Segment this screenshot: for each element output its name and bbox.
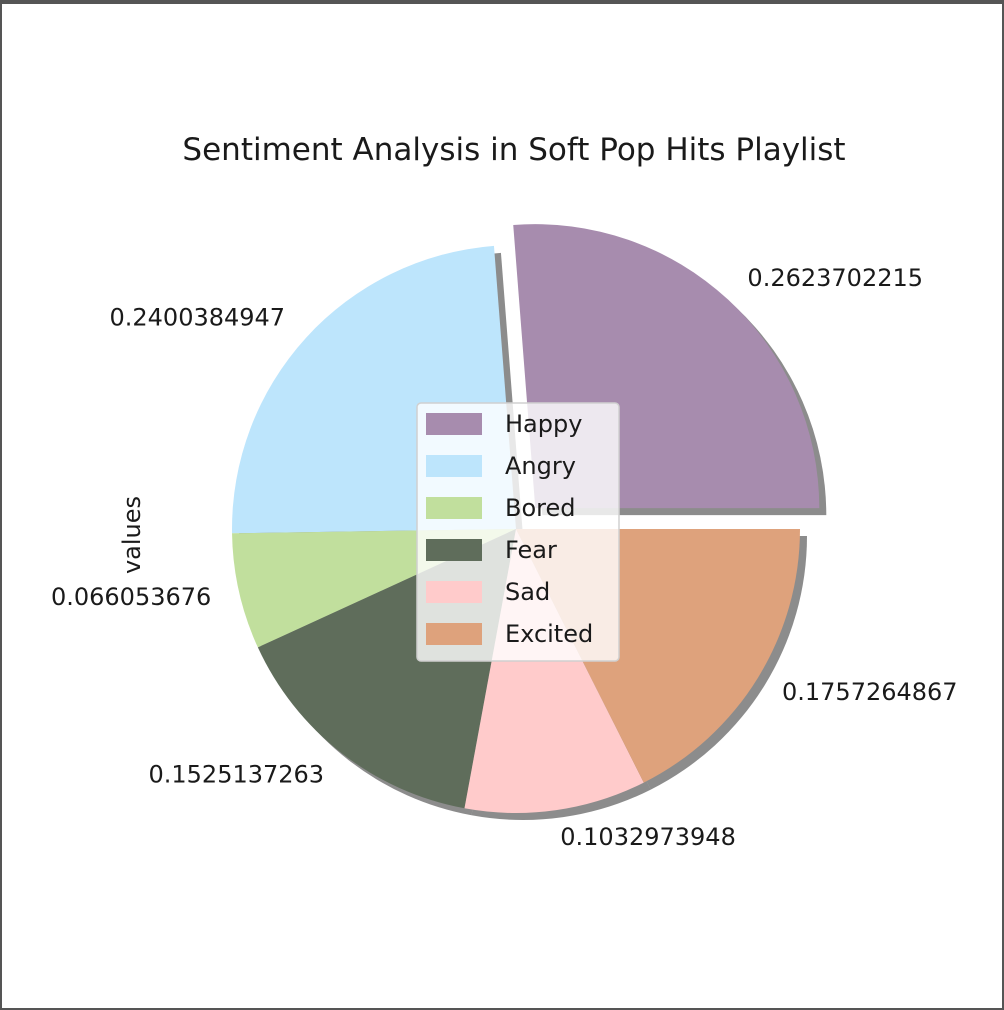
slice-label-angry: 0.2400384947 bbox=[109, 304, 285, 332]
legend-label-happy: Happy bbox=[505, 410, 582, 438]
slice-label-fear: 0.1525137263 bbox=[148, 761, 324, 789]
pie-chart: Sentiment Analysis in Soft Pop Hits Play… bbox=[51, 132, 958, 851]
legend-swatch-happy bbox=[426, 413, 482, 435]
legend-label-bored: Bored bbox=[505, 494, 576, 522]
chart-title: Sentiment Analysis in Soft Pop Hits Play… bbox=[182, 132, 845, 168]
legend-swatch-sad bbox=[426, 581, 482, 603]
legend-label-sad: Sad bbox=[505, 578, 550, 606]
legend-swatch-fear bbox=[426, 539, 482, 561]
legend-label-angry: Angry bbox=[505, 452, 576, 480]
legend-label-fear: Fear bbox=[505, 536, 557, 564]
slice-label-sad: 0.1032973948 bbox=[560, 823, 736, 851]
slice-label-excited: 0.1757264867 bbox=[782, 678, 958, 706]
legend-swatch-bored bbox=[426, 497, 482, 519]
slice-label-bored: 0.066053676 bbox=[51, 583, 211, 611]
slice-labels: 0.2623702215 0.2400384947 0.066053676 0.152… bbox=[51, 264, 958, 851]
slice-label-happy: 0.2623702215 bbox=[747, 264, 923, 292]
legend: Happy Angry Bored Fear Sad Excited bbox=[416, 402, 620, 662]
legend-swatch-angry bbox=[426, 455, 482, 477]
legend-swatch-excited bbox=[426, 623, 482, 645]
legend-label-excited: Excited bbox=[505, 620, 593, 648]
legend-items: Happy Angry Bored Fear Sad Excited bbox=[426, 410, 593, 648]
y-axis-label: values bbox=[118, 496, 146, 574]
